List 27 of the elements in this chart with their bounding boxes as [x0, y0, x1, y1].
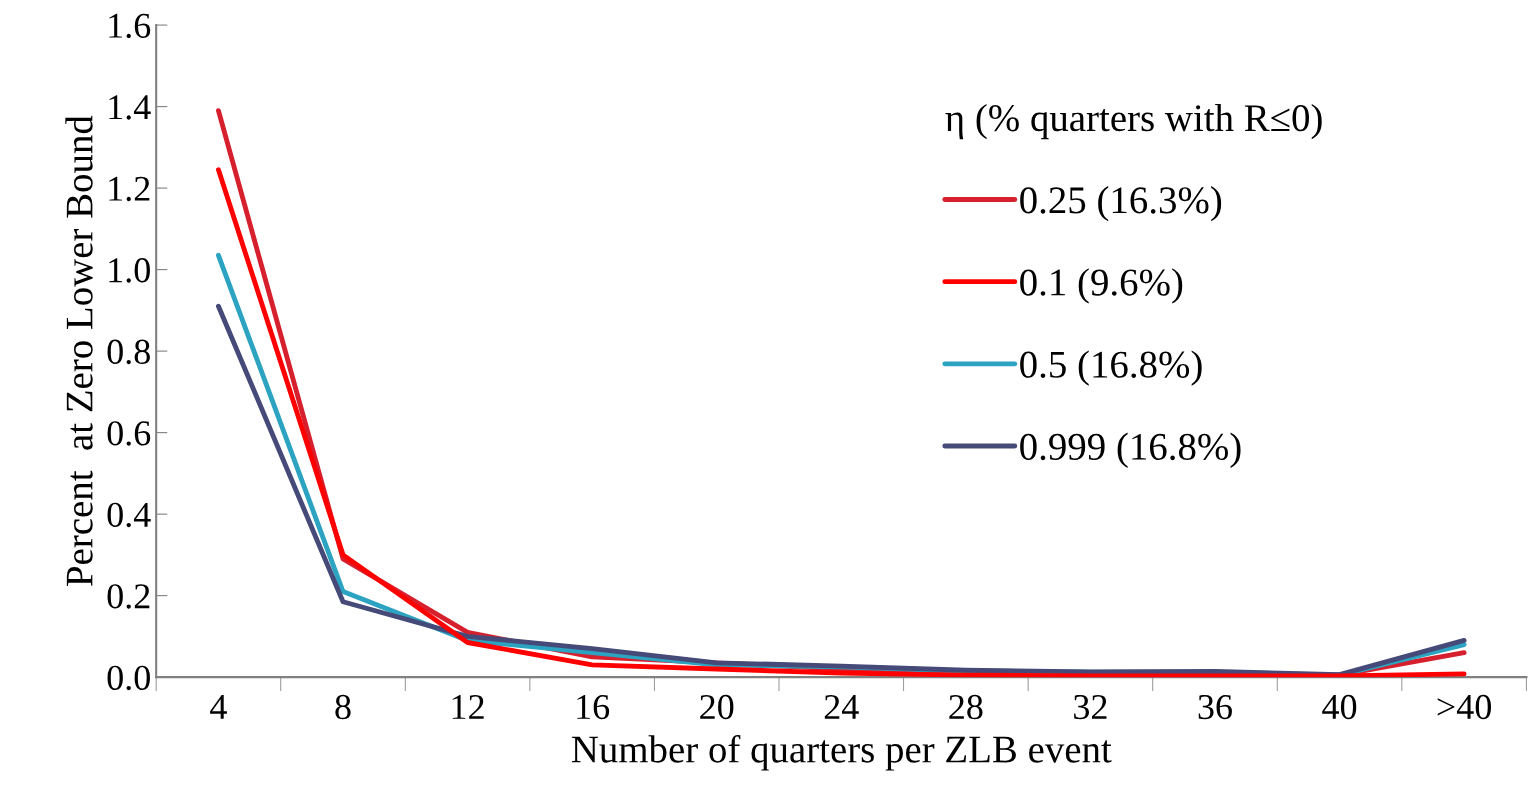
x-tick-label: >40	[1437, 694, 1491, 720]
y-axis-title: Percent at Zero Lower Bound	[65, 115, 93, 586]
legend-label: 0.999 (16.8%)	[1020, 432, 1241, 468]
x-tick-label: 40	[1322, 694, 1357, 720]
x-tick-label: 8	[335, 694, 351, 720]
y-tick-label: 0.0	[107, 665, 150, 691]
x-tick-label: 32	[1074, 694, 1107, 720]
legend-label: 0.25 (16.3%)	[1020, 186, 1222, 222]
x-tick-label: 28	[949, 694, 983, 720]
x-tick-label: 12	[452, 694, 484, 719]
x-axis-title: Number of quarters per ZLB event	[571, 734, 1112, 771]
x-tick-label: 4	[210, 695, 227, 719]
y-tick-label: 1.0	[109, 258, 150, 283]
x-tick-label: 36	[1198, 694, 1232, 720]
y-tick-label: 0.8	[107, 339, 150, 365]
y-tick-label: 0.2	[107, 584, 150, 609]
y-tick-label: 1.6	[109, 13, 151, 39]
x-tick-label: 24	[824, 694, 859, 719]
x-tick-label: 20	[700, 694, 734, 720]
legend-label: 0.5 (16.8%)	[1020, 350, 1202, 386]
legend-label: 0.1 (9.6%)	[1020, 268, 1183, 304]
x-tick-label: 16	[577, 694, 610, 720]
y-tick-label: 1.4	[109, 95, 151, 120]
legend-title: η (% quarters with R≤0)	[945, 103, 1322, 140]
y-tick-label: 0.4	[107, 502, 151, 528]
y-tick-label: 0.6	[107, 421, 151, 446]
y-tick-label: 1.2	[109, 176, 150, 202]
